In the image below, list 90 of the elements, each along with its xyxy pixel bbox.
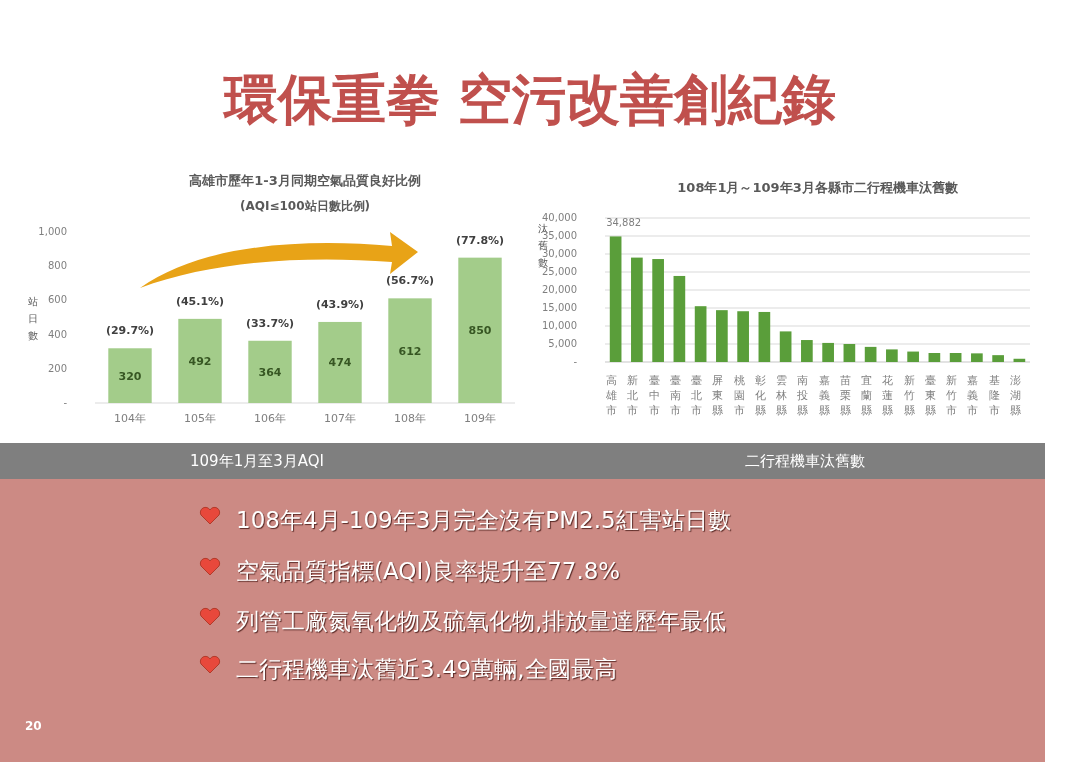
bar xyxy=(907,351,919,362)
y-tick-label: 40,000 xyxy=(542,212,577,223)
y-tick-label: - xyxy=(63,397,68,408)
y-tick-label: 600 xyxy=(47,294,67,306)
text: 列管工廠氮氧化物及硫氧化物,排放量達歷年最低 xyxy=(236,608,727,634)
text: 108年4月-109年3月完全沒有PM2.5紅害站日數 xyxy=(236,507,731,533)
x-tick-label: 基隆市 xyxy=(988,374,1000,417)
text: 空氣品質指標(AQI)良率提升至77.8% xyxy=(236,558,621,584)
bar xyxy=(388,298,432,403)
x-tick-label: 104年 xyxy=(114,412,146,425)
x-tick-label: 臺中市 xyxy=(648,374,660,417)
data-label: 612 xyxy=(398,344,422,358)
x-tick-label: 106年 xyxy=(254,412,286,425)
annotation: (56.7%) xyxy=(385,274,435,288)
data-label: 34,882 xyxy=(606,217,642,229)
x-tick-label: 彰化縣 xyxy=(754,374,766,417)
y-tick-label: 25,000 xyxy=(542,266,577,277)
bar xyxy=(779,331,792,362)
annotation: (45.1%) xyxy=(175,294,225,308)
x-tick-label: 高雄市 xyxy=(605,374,618,417)
annotation: (77.8%) xyxy=(455,233,505,247)
x-tick-label: 南投縣 xyxy=(796,374,809,417)
y-tick-label: 1,000 xyxy=(38,226,67,237)
bar xyxy=(886,349,898,362)
x-tick-label: 105年 xyxy=(184,412,216,425)
bar xyxy=(178,318,222,403)
x-tick-label: 澎湖縣 xyxy=(1009,374,1021,417)
annotation: (43.9%) xyxy=(315,297,365,311)
x-tick-label: 嘉義市 xyxy=(967,374,979,417)
chart-subtitle: (AQI≤100站日數比例) xyxy=(239,199,371,213)
bar xyxy=(694,306,707,362)
bar xyxy=(949,353,962,362)
annotation: (29.7%) xyxy=(105,324,155,338)
x-tick-label: 雲林縣 xyxy=(775,374,788,417)
bar xyxy=(458,257,502,403)
chart-title: 高雄市歷年1-3月同期空氣品質良好比例 xyxy=(189,173,421,188)
x-tick-label: 新北市 xyxy=(627,374,639,417)
y-tick-label: 5,000 xyxy=(548,338,577,349)
data-label: 364 xyxy=(258,365,282,379)
x-tick-label: 苗栗縣 xyxy=(839,374,851,417)
annotation: (33.7%) xyxy=(245,316,295,330)
bar xyxy=(318,321,362,403)
x-tick-label: 108年 xyxy=(394,412,426,425)
x-tick-label: 嘉義縣 xyxy=(818,374,830,417)
text: 20 xyxy=(25,719,42,733)
x-tick-label: 107年 xyxy=(324,412,356,425)
y-tick-label: 20,000 xyxy=(542,284,577,295)
bar xyxy=(864,346,877,362)
bar xyxy=(652,259,664,362)
x-tick-label: 桃園市 xyxy=(733,374,745,417)
x-tick-label: 宜蘭縣 xyxy=(861,374,873,417)
bar xyxy=(992,355,1004,362)
y-tick-label: 400 xyxy=(47,328,67,340)
y-tick-label: 800 xyxy=(47,260,67,272)
bar xyxy=(716,310,728,362)
chart-title: 108年1月～109年3月各縣市二行程機車汰舊數 xyxy=(677,180,959,195)
text: 二行程機車汰舊數 xyxy=(745,452,865,470)
y-tick-label: 10,000 xyxy=(542,320,577,331)
bar xyxy=(108,348,152,403)
y-tick-label: 30,000 xyxy=(542,248,577,259)
text: 環保重拳 空污改善創紀錄 xyxy=(221,68,837,131)
x-tick-label: 臺北市 xyxy=(691,374,703,417)
x-tick-label: 109年 xyxy=(464,412,496,425)
x-tick-label: 新竹縣 xyxy=(903,374,915,417)
bar xyxy=(758,311,771,362)
bar xyxy=(843,344,856,362)
data-label: 492 xyxy=(188,354,212,368)
y-tick-label: 15,000 xyxy=(542,302,577,313)
x-tick-label: 臺東縣 xyxy=(924,374,936,417)
bar xyxy=(822,342,834,362)
bar xyxy=(928,353,941,362)
y-axis-title: 站日數 xyxy=(28,296,38,341)
bar xyxy=(737,311,749,362)
y-tick-label: 200 xyxy=(47,362,67,374)
y-tick-label: - xyxy=(573,356,578,367)
x-tick-label: 臺南市 xyxy=(669,374,681,417)
bar xyxy=(248,340,292,403)
bar xyxy=(971,353,983,362)
bar xyxy=(631,257,643,362)
bar xyxy=(609,236,622,362)
text: 二行程機車汰舊近3.49萬輛,全國最高 xyxy=(236,656,617,682)
data-label: 850 xyxy=(468,324,492,338)
data-label: 320 xyxy=(118,369,142,383)
text: 109年1月至3月AQI xyxy=(190,452,324,470)
data-label: 474 xyxy=(328,356,352,370)
x-tick-label: 新竹市 xyxy=(946,374,958,417)
x-tick-label: 花蓮縣 xyxy=(882,374,894,417)
x-tick-label: 屏東縣 xyxy=(712,374,724,417)
bar xyxy=(801,340,813,362)
bar xyxy=(673,275,686,362)
